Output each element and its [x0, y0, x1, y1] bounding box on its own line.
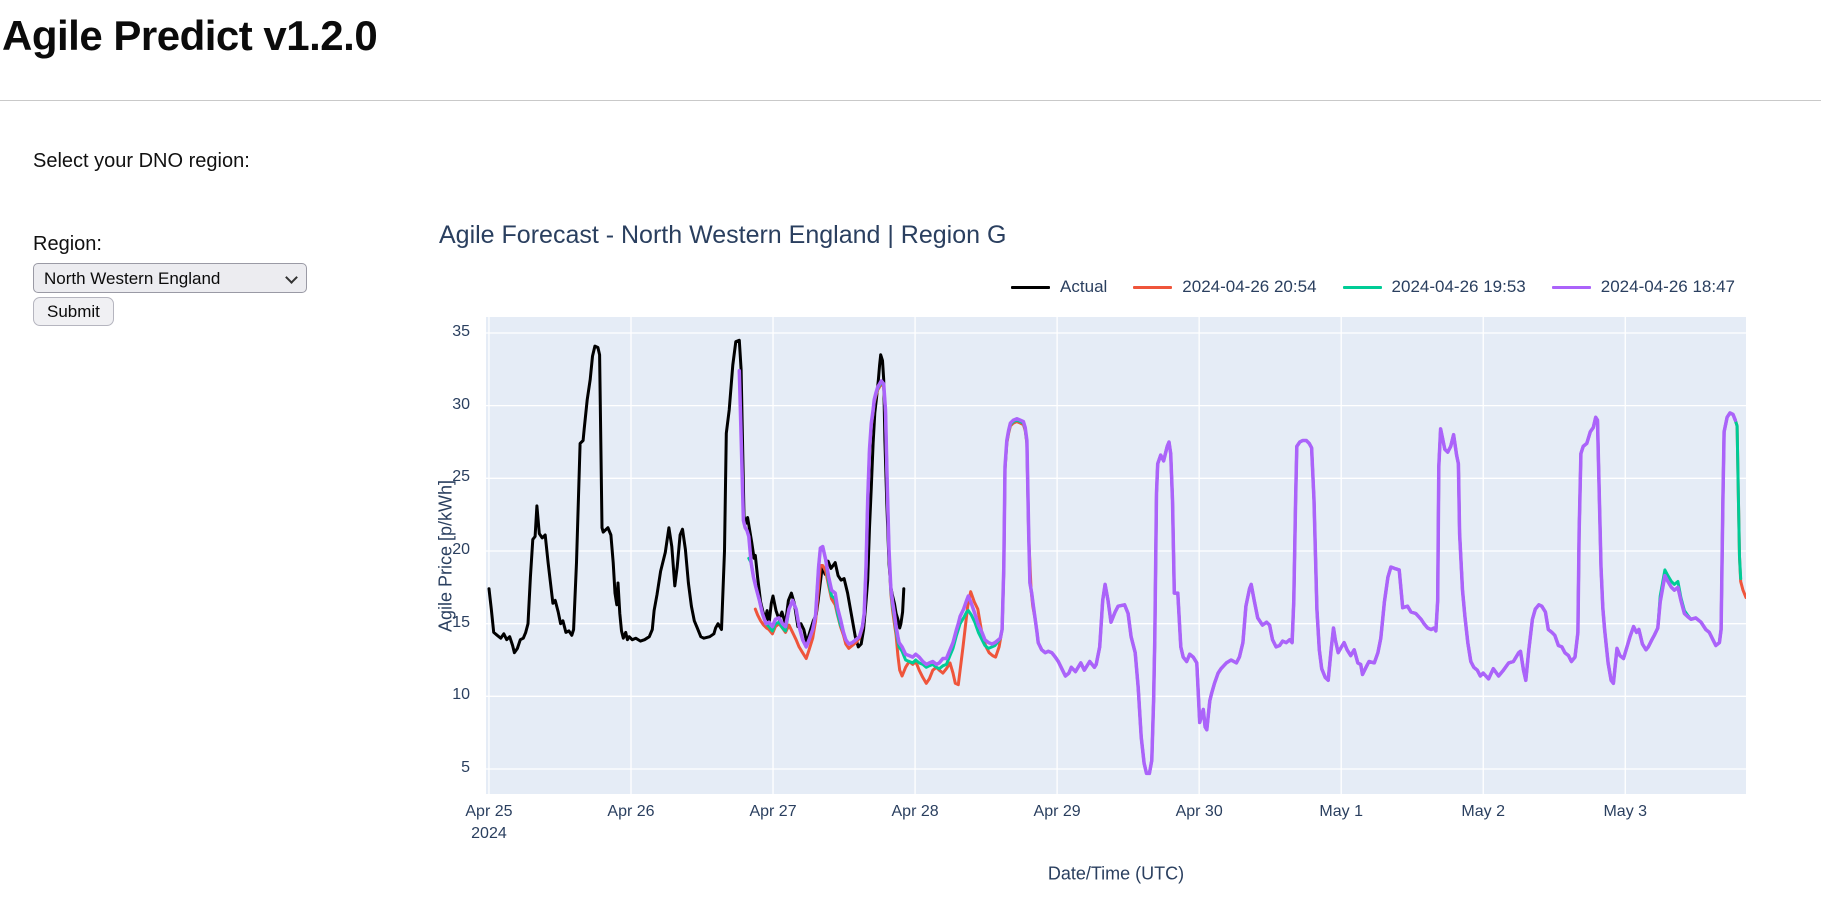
legend-label: 2024-04-26 18:47	[1600, 277, 1735, 296]
x-tick-label: May 3	[1603, 803, 1648, 820]
legend-label: Actual	[1060, 277, 1108, 296]
y-tick-label: 30	[452, 395, 470, 413]
legend-label: 2024-04-26 20:54	[1182, 277, 1317, 296]
y-tick-label: 15	[452, 613, 470, 631]
x-tick-sublabel: 2024	[471, 825, 507, 842]
y-tick-label: 10	[452, 686, 470, 704]
dno-region-heading: Select your DNO region:	[33, 150, 250, 172]
chart-legend: Actual 2024-04-26 20:54 2024-04-26 19:53 20…	[1011, 277, 1735, 297]
x-tick-label: Apr 26	[607, 803, 655, 820]
page-title: Agile Predict v1.2.0	[2, 12, 378, 59]
region-select[interactable]: North Western England	[33, 263, 307, 293]
header-divider	[0, 100, 1821, 101]
y-tick-label: 20	[452, 540, 470, 558]
legend-item-2024-04-26-20-54[interactable]: 2024-04-26 20:54	[1133, 277, 1317, 297]
region-field-label: Region:	[33, 233, 102, 255]
legend-line-sample	[1551, 285, 1591, 289]
x-axis-ticks: Apr 25 2024 Apr 26 Apr 27 Apr 28 Apr 29 Apr 30…	[465, 801, 1746, 851]
y-tick-label: 5	[461, 759, 470, 776]
submit-button[interactable]: Submit	[33, 297, 114, 326]
legend-item-2024-04-26-19-53[interactable]: 2024-04-26 19:53	[1342, 277, 1526, 297]
x-tick-label: Apr 28	[891, 803, 939, 820]
legend-line-sample	[1011, 285, 1051, 289]
series-line-actual	[487, 338, 906, 655]
x-tick-label: Apr 27	[749, 803, 797, 820]
legend-item-2024-04-26-18-47[interactable]: 2024-04-26 18:47	[1551, 277, 1735, 297]
legend-line-sample	[1133, 285, 1173, 289]
y-tick-label: 35	[452, 322, 470, 340]
x-tick-label: May 2	[1461, 803, 1506, 820]
x-tick-label: Apr 29	[1033, 803, 1081, 820]
y-axis-ticks: 5 10 15 20 25 30 35	[424, 317, 478, 794]
chart-title: Agile Forecast - North Western England |…	[439, 221, 1007, 249]
y-tick-label: 25	[452, 468, 470, 486]
plot-area[interactable]	[486, 317, 1746, 794]
x-tick-label: Apr 25 2024	[465, 801, 512, 845]
series-line-2024-04-26-18-47	[737, 369, 1738, 776]
legend-line-sample	[1342, 285, 1382, 289]
x-tick-label: Apr 30	[1175, 803, 1223, 820]
y-axis-title: Agile Price [p/kWh]	[435, 479, 456, 633]
region-select-wrap: North Western England	[33, 263, 307, 293]
x-tick-label: May 1	[1319, 803, 1363, 820]
plot-background	[486, 317, 1746, 794]
legend-label: 2024-04-26 19:53	[1391, 277, 1526, 296]
legend-item-actual[interactable]: Actual	[1011, 277, 1107, 297]
x-axis-title: Date/Time (UTC)	[1047, 863, 1185, 884]
